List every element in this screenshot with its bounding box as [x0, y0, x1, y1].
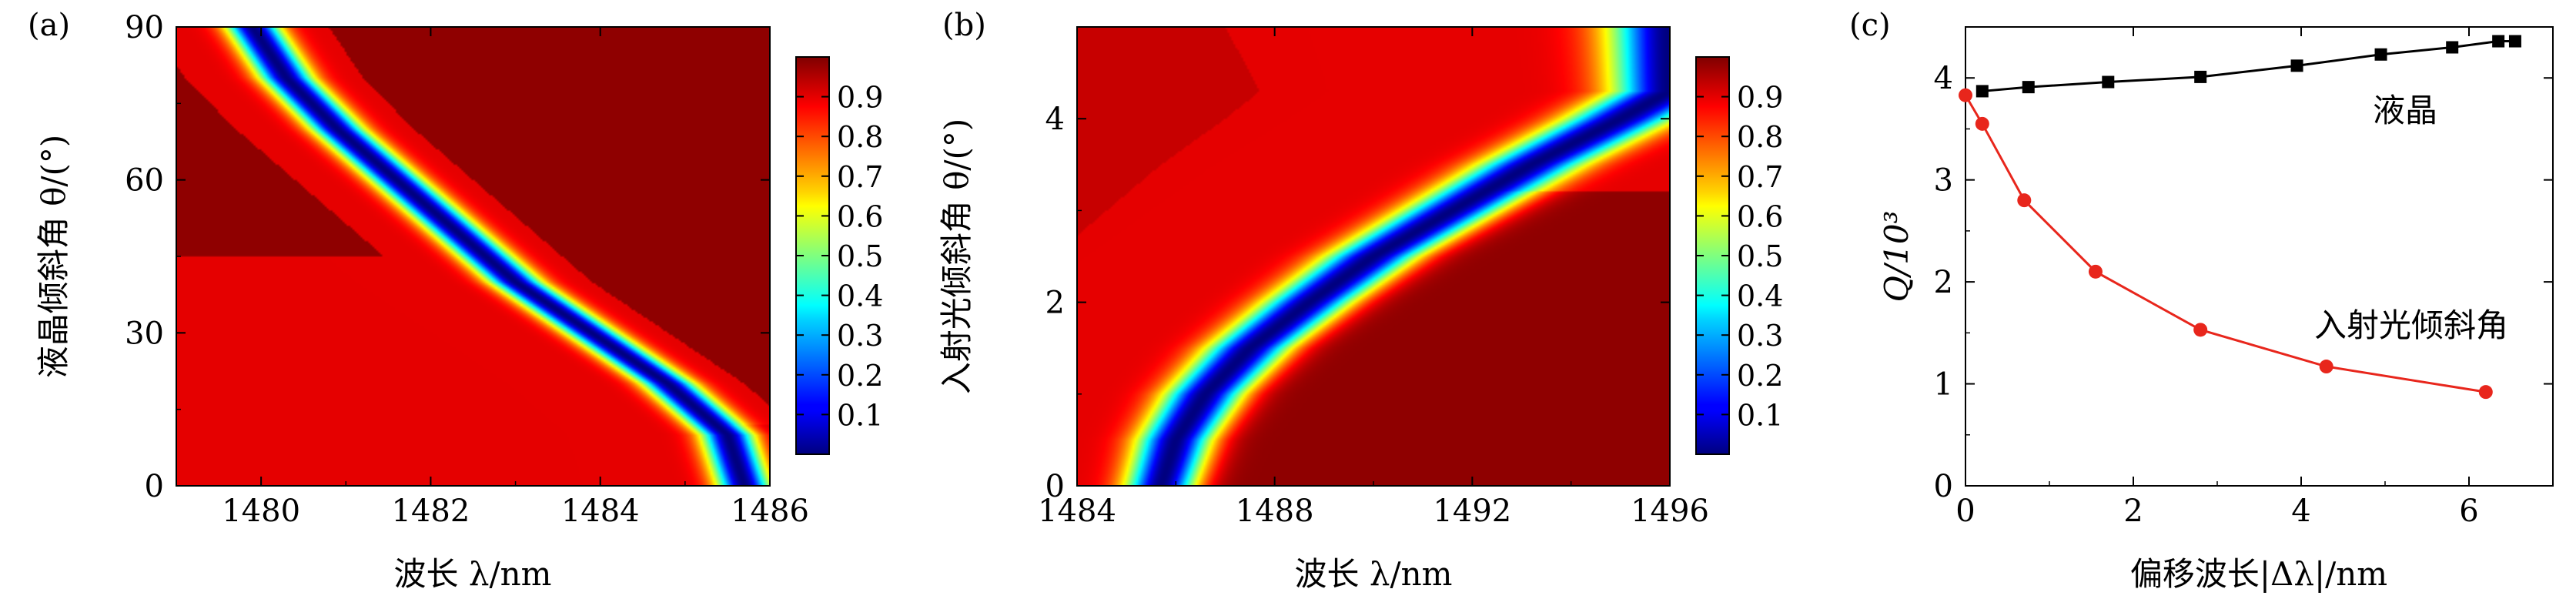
x-tick-label: 1496 [1631, 494, 1709, 529]
y-tick-label: 0 [1934, 469, 1953, 504]
data-point-square [2492, 35, 2505, 48]
panel-a-heatmap [176, 27, 770, 486]
data-point-square [2290, 59, 2303, 72]
series-line-0 [1982, 40, 2515, 92]
panel-b-heatmap [1077, 27, 1670, 486]
y-tick-label: 0 [145, 469, 164, 504]
y-tick-label: 4 [1045, 102, 1065, 137]
y-tick-label: 30 [125, 316, 164, 351]
data-point-square [2194, 70, 2207, 83]
x-tick-label: 1480 [222, 494, 300, 529]
y-tick-label: 60 [125, 163, 164, 199]
colorbar-tick-label: 0.8 [837, 120, 883, 154]
data-point-circle [2319, 360, 2333, 374]
series-line-1 [1964, 94, 2487, 393]
panel-c-ticks: 0 2 4 6 0 1 2 3 4 [1934, 26, 2554, 529]
data-point-circle [2193, 323, 2208, 337]
y-tick-label: 2 [1934, 265, 1953, 300]
panel-c-frame [1965, 26, 2554, 487]
y-tick-label: 0 [1045, 469, 1065, 504]
panel-c-annotation-incident: 入射光倾斜角 [2314, 306, 2508, 344]
colorbar-tick-label: 0.3 [1737, 319, 1783, 353]
panel-b-colorbar-ticks: 0.1 0.2 0.3 0.4 0.5 0.6 0.7 0.8 0.9 [1696, 81, 1783, 432]
x-tick-label: 0 [1955, 494, 1975, 529]
y-tick-label: 3 [1934, 163, 1953, 199]
colorbar-tick-label: 0.8 [1737, 120, 1783, 154]
x-tick-label: 1482 [392, 494, 470, 529]
colorbar-tick-label: 0.2 [837, 359, 883, 393]
colorbar-tick-label: 0.5 [837, 239, 883, 273]
panel-c-label: (c) [1849, 8, 1891, 43]
colorbar-tick-label: 0.9 [837, 81, 883, 115]
x-tick-label: 1492 [1433, 494, 1511, 529]
y-tick-label: 4 [1934, 61, 1953, 96]
colorbar-tick-label: 0.3 [837, 319, 883, 353]
panel-c-annotation-lc: 液晶 [2373, 92, 2437, 129]
colorbar-tick-label: 0.2 [1737, 359, 1783, 393]
panel-b-xlabel: 波长 λ/nm [1295, 555, 1453, 593]
panel-c-series [1959, 35, 2521, 400]
colorbar-tick-label: 0.6 [837, 199, 883, 233]
data-point-square [2508, 35, 2521, 48]
data-point-circle [2017, 193, 2032, 208]
x-tick-label: 2 [2123, 494, 2143, 529]
colorbar-tick-label: 0.5 [1737, 239, 1783, 273]
data-point-square [2446, 41, 2459, 54]
data-point-square [1975, 85, 1989, 98]
panel-a-colorbar-ticks: 0.1 0.2 0.3 0.4 0.5 0.6 0.7 0.8 0.9 [796, 81, 883, 432]
data-point-square [2022, 81, 2035, 94]
y-tick-label: 2 [1045, 286, 1065, 321]
colorbar-tick-label: 0.4 [1737, 279, 1783, 313]
panel-b-ticks: 1484 1488 1492 1496 0 2 4 [1038, 26, 1709, 529]
x-tick-label: 4 [2291, 494, 2310, 529]
panel-a-label: (a) [28, 8, 70, 43]
panel-c-xlabel: 偏移波长|Δλ|/nm [2130, 555, 2387, 593]
x-tick-label: 1484 [1038, 494, 1116, 529]
data-point-square [2374, 48, 2387, 61]
colorbar-tick-label: 0.7 [1737, 160, 1783, 194]
panel-a-ticks: 1480 1482 1484 1486 0 30 60 90 [125, 10, 809, 529]
data-point-circle [2478, 385, 2493, 400]
panel-c-ylabel: Q/10³ [1878, 211, 1915, 303]
data-point-circle [2088, 264, 2103, 279]
colorbar-tick-label: 0.1 [1737, 398, 1783, 432]
panel-b-label: (b) [942, 8, 986, 43]
colorbar-tick-label: 0.7 [837, 160, 883, 194]
panel-a: (a) 1480 1482 1484 1486 0 30 60 90 波长 λ/nm 液晶倾斜… [28, 8, 883, 593]
x-tick-label: 1486 [731, 494, 809, 529]
colorbar-tick-label: 0.6 [1737, 199, 1783, 233]
panel-c: (c) 0 2 4 6 0 1 2 3 4 液晶 入射光倾斜角 偏移波长|Δλ|/nm Q/10… [1849, 8, 2554, 593]
panel-a-ylabel: 液晶倾斜角 θ/(°) [35, 135, 72, 379]
y-tick-label: 90 [125, 10, 164, 45]
x-tick-label: 1484 [561, 494, 640, 529]
colorbar-tick-label: 0.1 [837, 398, 883, 432]
data-point-circle [1975, 116, 1989, 131]
colorbar-tick-label: 0.9 [1737, 81, 1783, 115]
colorbar-tick-label: 0.4 [837, 279, 883, 313]
data-point-circle [1959, 88, 1972, 102]
panel-a-xlabel: 波长 λ/nm [394, 555, 552, 593]
panel-b: (b) 1484 1488 1492 1496 0 2 4 波长 λ/nm 入射光倾斜角 θ… [938, 8, 1783, 593]
x-tick-label: 1488 [1236, 494, 1314, 529]
x-tick-label: 6 [2459, 494, 2478, 529]
panel-b-ylabel: 入射光倾斜角 θ/(°) [938, 119, 975, 395]
y-tick-label: 1 [1934, 367, 1953, 403]
data-point-square [2102, 75, 2115, 89]
